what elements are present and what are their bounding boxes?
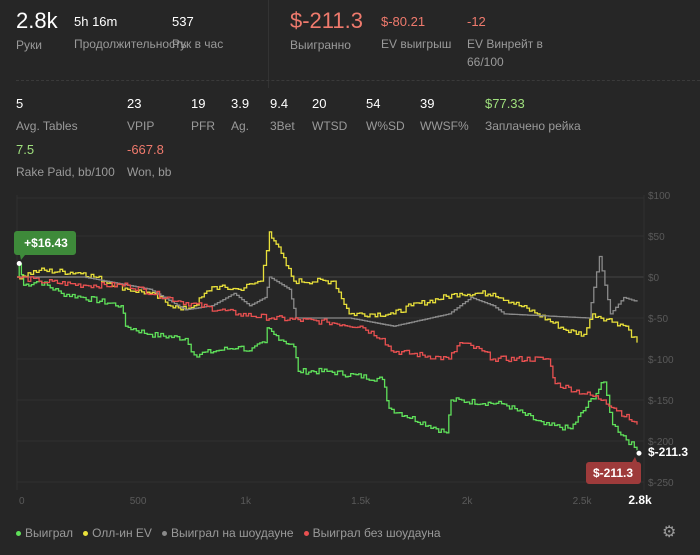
x-tick-label: 1.5k [351,496,371,507]
legend-item[interactable]: Выиграл [16,526,73,540]
stat-value: $-80.21 [381,14,426,29]
stat-value: 20 [312,96,327,111]
stat-label: Ag. [231,119,250,133]
stats-stat: 23 VPIP [127,96,154,135]
stat-label: WWSF% [420,119,469,133]
stat-value: -667.8 [127,142,164,157]
x-tick-label: 2.8k [628,493,652,507]
stat-value: 19 [191,96,206,111]
x-tick-label: 2.5k [573,496,593,507]
stat-value: 7.5 [16,142,35,157]
x-tick-label: 1k [240,496,252,507]
stats-stat: $77.33 Заплачено рейка [485,96,581,135]
stat-label: WTSD [312,119,348,133]
summary-divider [268,0,269,88]
summary-stat: $-211.3 Выигранно [290,8,363,54]
stats-stat: 39 WWSF% [420,96,469,135]
stat-label: Заплачено рейка [485,119,581,133]
stat-value: 3.9 [231,96,250,111]
start-point [16,261,22,267]
y-tick-label: $-250 [648,478,674,489]
stat-value: 9.4 [270,96,289,111]
legend-label: Выиграл на шоудауне [170,526,294,540]
start-tooltip-label: +$16.43 [24,236,68,250]
summary-stat: -12 EV Винрейт в 66/100 [467,14,577,71]
stat-value: 39 [420,96,435,111]
stats-stat: 3.9 Ag. [231,96,249,135]
stat-label: VPIP [127,119,155,133]
stats-stat: 5 Avg. Tables [16,96,78,135]
legend-label: Выиграл [25,526,74,540]
end-tooltip [586,457,641,484]
stat-label: Avg. Tables [16,119,78,133]
series-line-0 [17,263,638,451]
summary-stat: $-80.21 EV выигрыш [381,14,451,53]
stat-value: $77.33 [485,96,525,111]
series-line-3 [17,276,638,425]
start-tooltip [14,231,76,260]
stat-value: 5h 16m [74,14,118,29]
stats-stat: 19 PFR [191,96,215,135]
stat-value: 537 [172,14,194,29]
legend-item[interactable]: Олл-ин EV [83,526,152,540]
stat-label: Won, bb [127,165,172,179]
y-tick-label: $-200 [648,437,674,448]
stat-label: PFR [191,119,215,133]
stat-label: Rake Paid, bb/100 [16,165,115,179]
stat-value: 23 [127,96,142,111]
stats-stat: 54 W%SD [366,96,405,135]
y-tick-label: $100 [648,191,671,202]
x-tick-label: 0 [19,496,25,507]
stat-value: 2.8k [16,8,58,33]
y-tick-label: $-100 [648,355,674,366]
stat-value: 54 [366,96,381,111]
y-tick-label: $0 [648,273,660,284]
legend-dot-icon [161,531,167,537]
stat-label: 3Bet [270,119,295,133]
summary-stat: 2.8k Руки [16,8,58,54]
legend-item[interactable]: Выиграл без шоудауна [303,526,441,540]
legend-dot-icon [16,531,21,537]
y-tick-label: $-50 [648,314,668,325]
stat-value: $-211.3 [290,8,363,33]
stats-stat: 9.4 3Bet [270,96,295,135]
stat-label: Выигранно [290,38,351,52]
legend-item[interactable]: Выиграл на шоудауне [161,526,294,540]
stats-stat: 20 WTSD [312,96,347,135]
end-tooltip-label: $-211.3 [593,466,633,480]
stat-label: W%SD [366,119,405,133]
legend-dot-icon [83,531,89,537]
stat-label: Руки [16,38,42,52]
end-point [636,450,642,456]
stat-label: Продолжительность [74,37,187,51]
stat-value: -12 [467,14,486,29]
x-tick-label: 2k [462,496,474,507]
summary-stat: 5h 16m Продолжительность [74,14,187,53]
stat-value: 5 [16,96,24,111]
stat-label: EV выигрыш [381,37,452,51]
summary-stat: 537 Рук в час [172,14,223,53]
legend-label: Олл-ин EV [92,526,152,540]
series-line-2 [17,255,638,327]
legend-dot-icon [303,531,309,537]
x-tick-label: 500 [130,496,147,507]
section-divider [16,80,700,81]
y-tick-label: $50 [648,232,665,243]
stats-stat: -667.8 Won, bb [127,142,171,181]
y-tick-label: $-150 [648,396,674,407]
end-value-label: $-211.3 [648,445,688,459]
settings-gear-icon[interactable]: ⚙ [662,524,677,541]
legend-label: Выиграл без шоудауна [312,526,441,540]
stat-label: Рук в час [172,37,224,51]
stat-label: EV Винрейт в 66/100 [467,37,543,69]
stats-stat: 7.5 Rake Paid, bb/100 [16,142,115,181]
chart-legend: Выиграл Олл-ин EV Выиграл на шоудауне Выигр… [16,526,441,540]
